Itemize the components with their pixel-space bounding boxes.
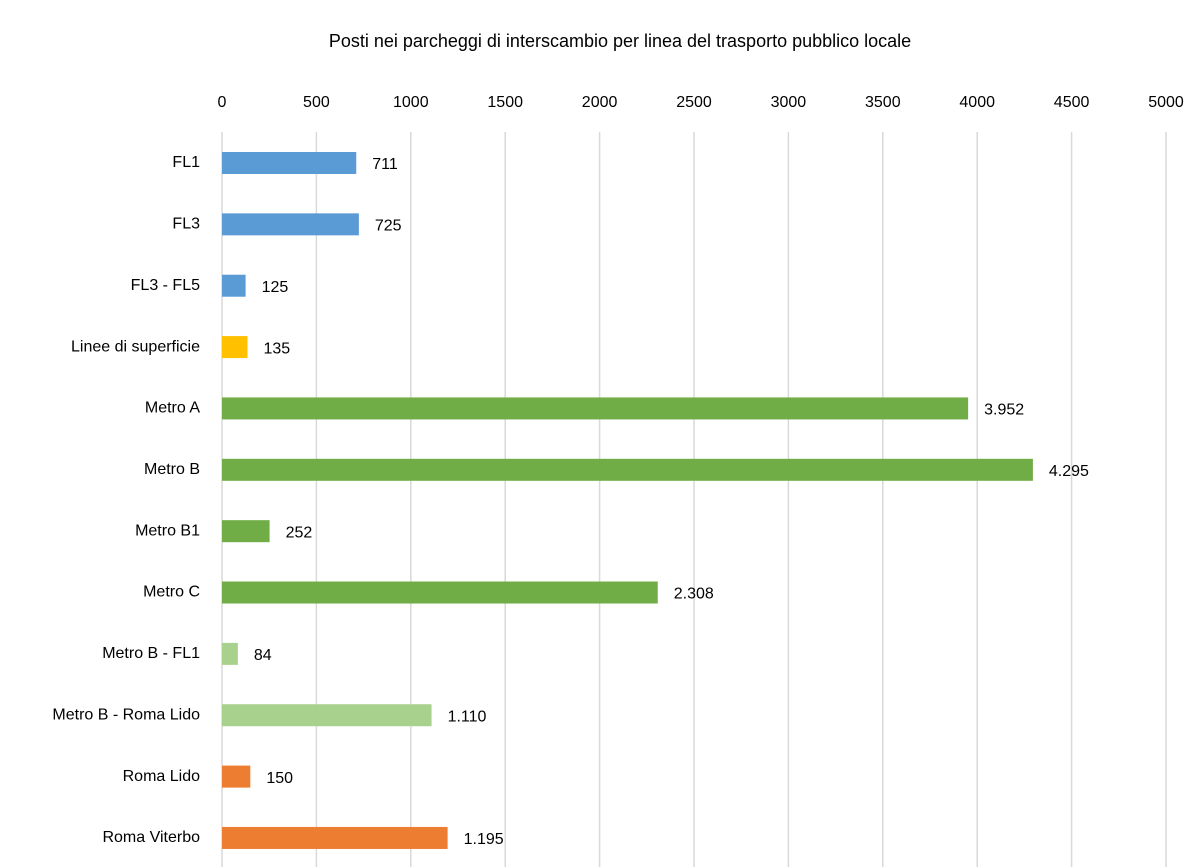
bar bbox=[222, 704, 432, 727]
x-tick-label: 5000 bbox=[1148, 94, 1184, 111]
x-tick-label: 2000 bbox=[582, 94, 618, 111]
data-label: 84 bbox=[254, 647, 272, 664]
bar bbox=[222, 274, 246, 297]
y-tick-label: Linee di superficie bbox=[71, 338, 200, 355]
x-tick-label: 0 bbox=[218, 94, 227, 111]
data-label: 2.308 bbox=[674, 586, 714, 603]
data-label: 711 bbox=[372, 156, 398, 173]
data-label: 4.295 bbox=[1049, 463, 1089, 480]
y-tick-label: FL3 bbox=[172, 216, 200, 233]
data-label: 125 bbox=[262, 279, 289, 296]
x-tick-label: 3500 bbox=[865, 94, 901, 111]
bar bbox=[222, 765, 251, 788]
y-tick-label: FL3 - FL5 bbox=[131, 277, 200, 294]
bar bbox=[222, 213, 359, 236]
data-label: 135 bbox=[263, 340, 290, 357]
data-label: 725 bbox=[375, 218, 402, 235]
y-tick-label: FL1 bbox=[172, 154, 200, 171]
y-tick-label: Metro C bbox=[143, 584, 200, 601]
x-tick-label: 2500 bbox=[676, 94, 712, 111]
bar bbox=[222, 642, 238, 665]
y-tick-label: Metro A bbox=[145, 400, 200, 417]
data-label: 1.195 bbox=[464, 831, 504, 848]
data-label: 1.110 bbox=[448, 708, 487, 725]
chart-title: Posti nei parcheggi di interscambio per … bbox=[329, 31, 911, 51]
bar bbox=[222, 152, 357, 174]
y-tick-label: Metro B bbox=[144, 461, 200, 478]
x-tick-label: 3000 bbox=[771, 94, 807, 111]
bar bbox=[222, 581, 658, 604]
data-label: 252 bbox=[286, 524, 313, 541]
x-tick-label: 4000 bbox=[959, 94, 995, 111]
x-tick-label: 1000 bbox=[393, 94, 429, 111]
x-tick-label: 1500 bbox=[487, 94, 523, 111]
bar bbox=[222, 826, 448, 849]
bar bbox=[222, 336, 248, 359]
data-label: 3.952 bbox=[984, 402, 1024, 419]
bar bbox=[222, 458, 1033, 481]
y-tick-label: Metro B - FL1 bbox=[102, 645, 200, 662]
data-label: 150 bbox=[266, 770, 293, 787]
y-tick-label: Metro B1 bbox=[135, 522, 200, 539]
y-tick-label: Roma Lido bbox=[123, 768, 200, 785]
bar bbox=[222, 397, 969, 420]
x-tick-label: 4500 bbox=[1054, 94, 1090, 111]
y-tick-label: Metro B - Roma Lido bbox=[52, 706, 200, 723]
y-tick-label: Roma Viterbo bbox=[102, 829, 200, 846]
x-tick-label: 500 bbox=[303, 94, 330, 111]
bar bbox=[222, 520, 270, 543]
